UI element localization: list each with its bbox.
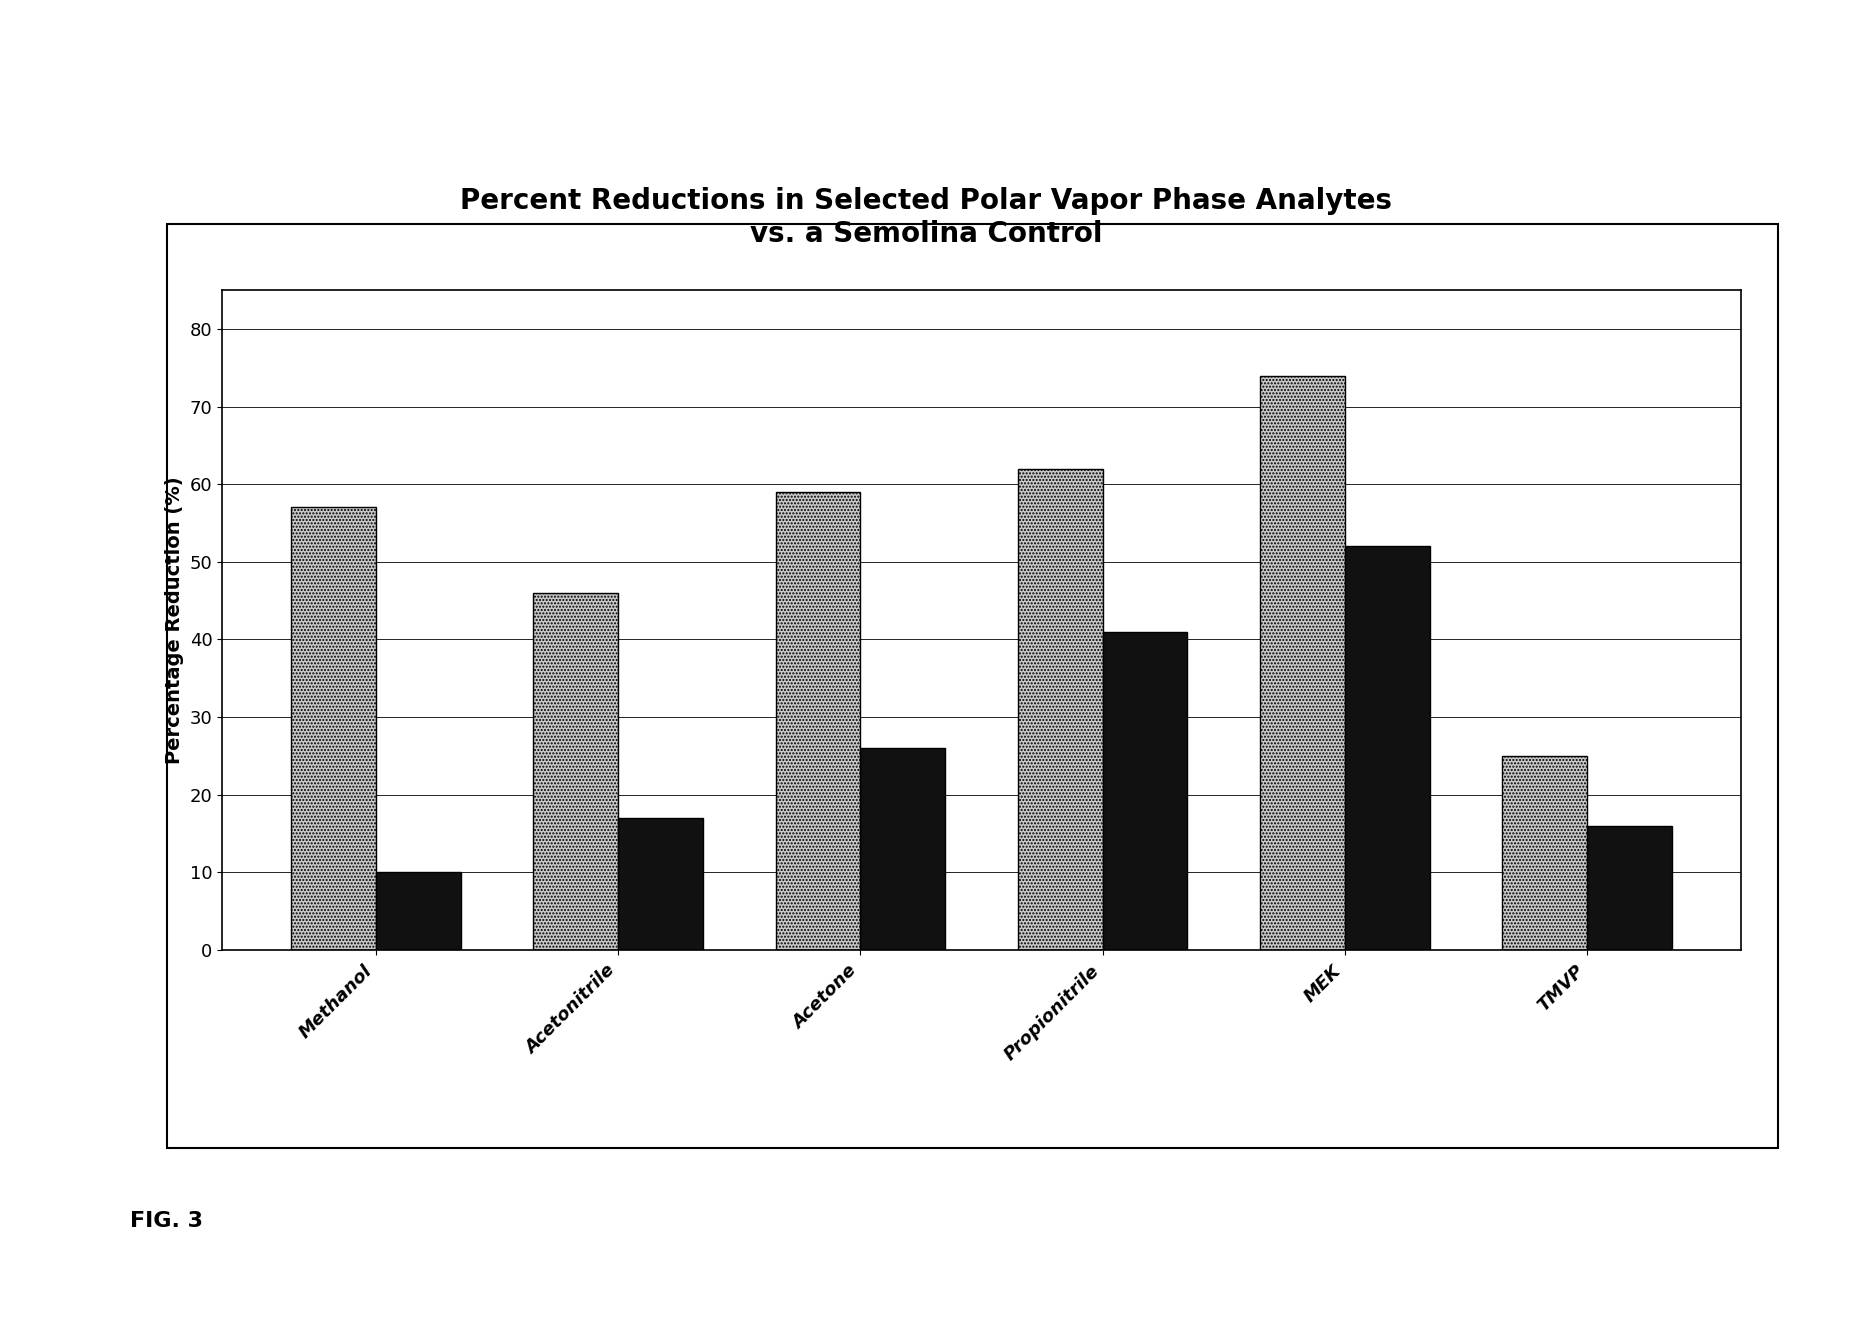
- Bar: [1345, 546, 1430, 950]
- Bar: [861, 748, 945, 950]
- Bar: [1587, 826, 1672, 950]
- Bar: [619, 818, 704, 950]
- Bar: [1102, 632, 1187, 950]
- Bar: [1019, 468, 1102, 950]
- Bar: [376, 872, 461, 950]
- Bar: [1259, 376, 1345, 950]
- Bar: [533, 592, 619, 950]
- Bar: [1502, 756, 1587, 950]
- Text: FIG. 3: FIG. 3: [130, 1211, 202, 1231]
- Bar: [776, 492, 861, 950]
- Text: Percent Reductions in Selected Polar Vapor Phase Analytes
vs. a Semolina Control: Percent Reductions in Selected Polar Vap…: [459, 187, 1393, 248]
- Bar: [291, 508, 376, 950]
- Y-axis label: Percentage Reduction (%): Percentage Reduction (%): [165, 476, 183, 764]
